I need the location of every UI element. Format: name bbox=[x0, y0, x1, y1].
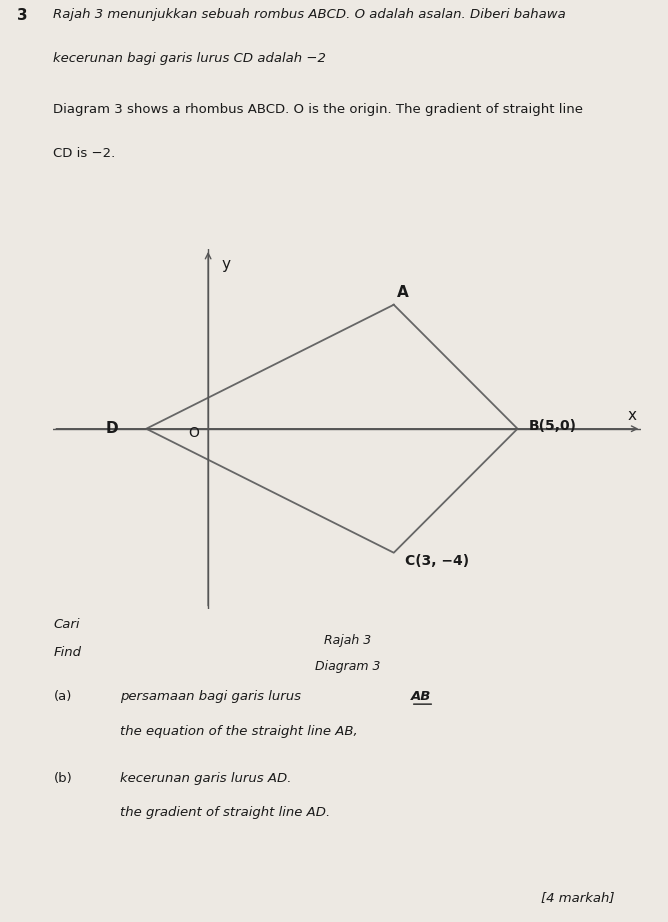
Text: the gradient of straight line AD.: the gradient of straight line AD. bbox=[120, 806, 331, 819]
Text: Rajah 3 menunjukkan sebuah rombus ABCD. O adalah asalan. Diberi bahawa: Rajah 3 menunjukkan sebuah rombus ABCD. … bbox=[53, 7, 566, 20]
Text: C(3, −4): C(3, −4) bbox=[405, 554, 469, 568]
Text: kecerunan garis lurus AD.: kecerunan garis lurus AD. bbox=[120, 772, 292, 785]
Text: O: O bbox=[188, 426, 199, 441]
Text: A: A bbox=[397, 285, 409, 300]
Text: Find: Find bbox=[53, 646, 81, 659]
Text: Diagram 3: Diagram 3 bbox=[315, 659, 380, 673]
Text: 3: 3 bbox=[17, 7, 27, 23]
Text: (b): (b) bbox=[53, 772, 72, 785]
Text: persamaan bagi garis lurus: persamaan bagi garis lurus bbox=[120, 690, 305, 703]
Text: y: y bbox=[222, 256, 230, 272]
Text: AB: AB bbox=[411, 690, 432, 703]
Text: kecerunan bagi garis lurus CD adalah −2: kecerunan bagi garis lurus CD adalah −2 bbox=[53, 52, 326, 65]
Text: CD is −2.: CD is −2. bbox=[53, 148, 116, 160]
Text: D: D bbox=[106, 421, 118, 436]
Text: (a): (a) bbox=[53, 690, 72, 703]
Text: Rajah 3: Rajah 3 bbox=[324, 634, 371, 647]
Text: B(5,0): B(5,0) bbox=[528, 420, 576, 433]
Text: [4 markah]: [4 markah] bbox=[541, 891, 615, 904]
Text: the equation of the straight line AB,: the equation of the straight line AB, bbox=[120, 725, 358, 738]
Text: Diagram 3 shows a rhombus ABCD. O is the origin. The gradient of straight line: Diagram 3 shows a rhombus ABCD. O is the… bbox=[53, 103, 583, 116]
Text: x: x bbox=[627, 408, 637, 423]
Text: Cari: Cari bbox=[53, 618, 80, 631]
